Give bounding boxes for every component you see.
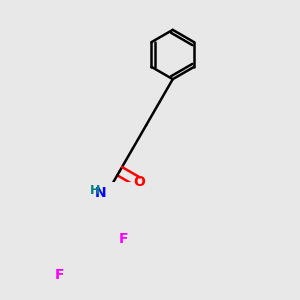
Text: H: H xyxy=(90,184,100,197)
Text: F: F xyxy=(119,232,128,245)
Text: F: F xyxy=(55,268,64,283)
Text: O: O xyxy=(134,175,146,189)
Text: N: N xyxy=(95,186,106,200)
